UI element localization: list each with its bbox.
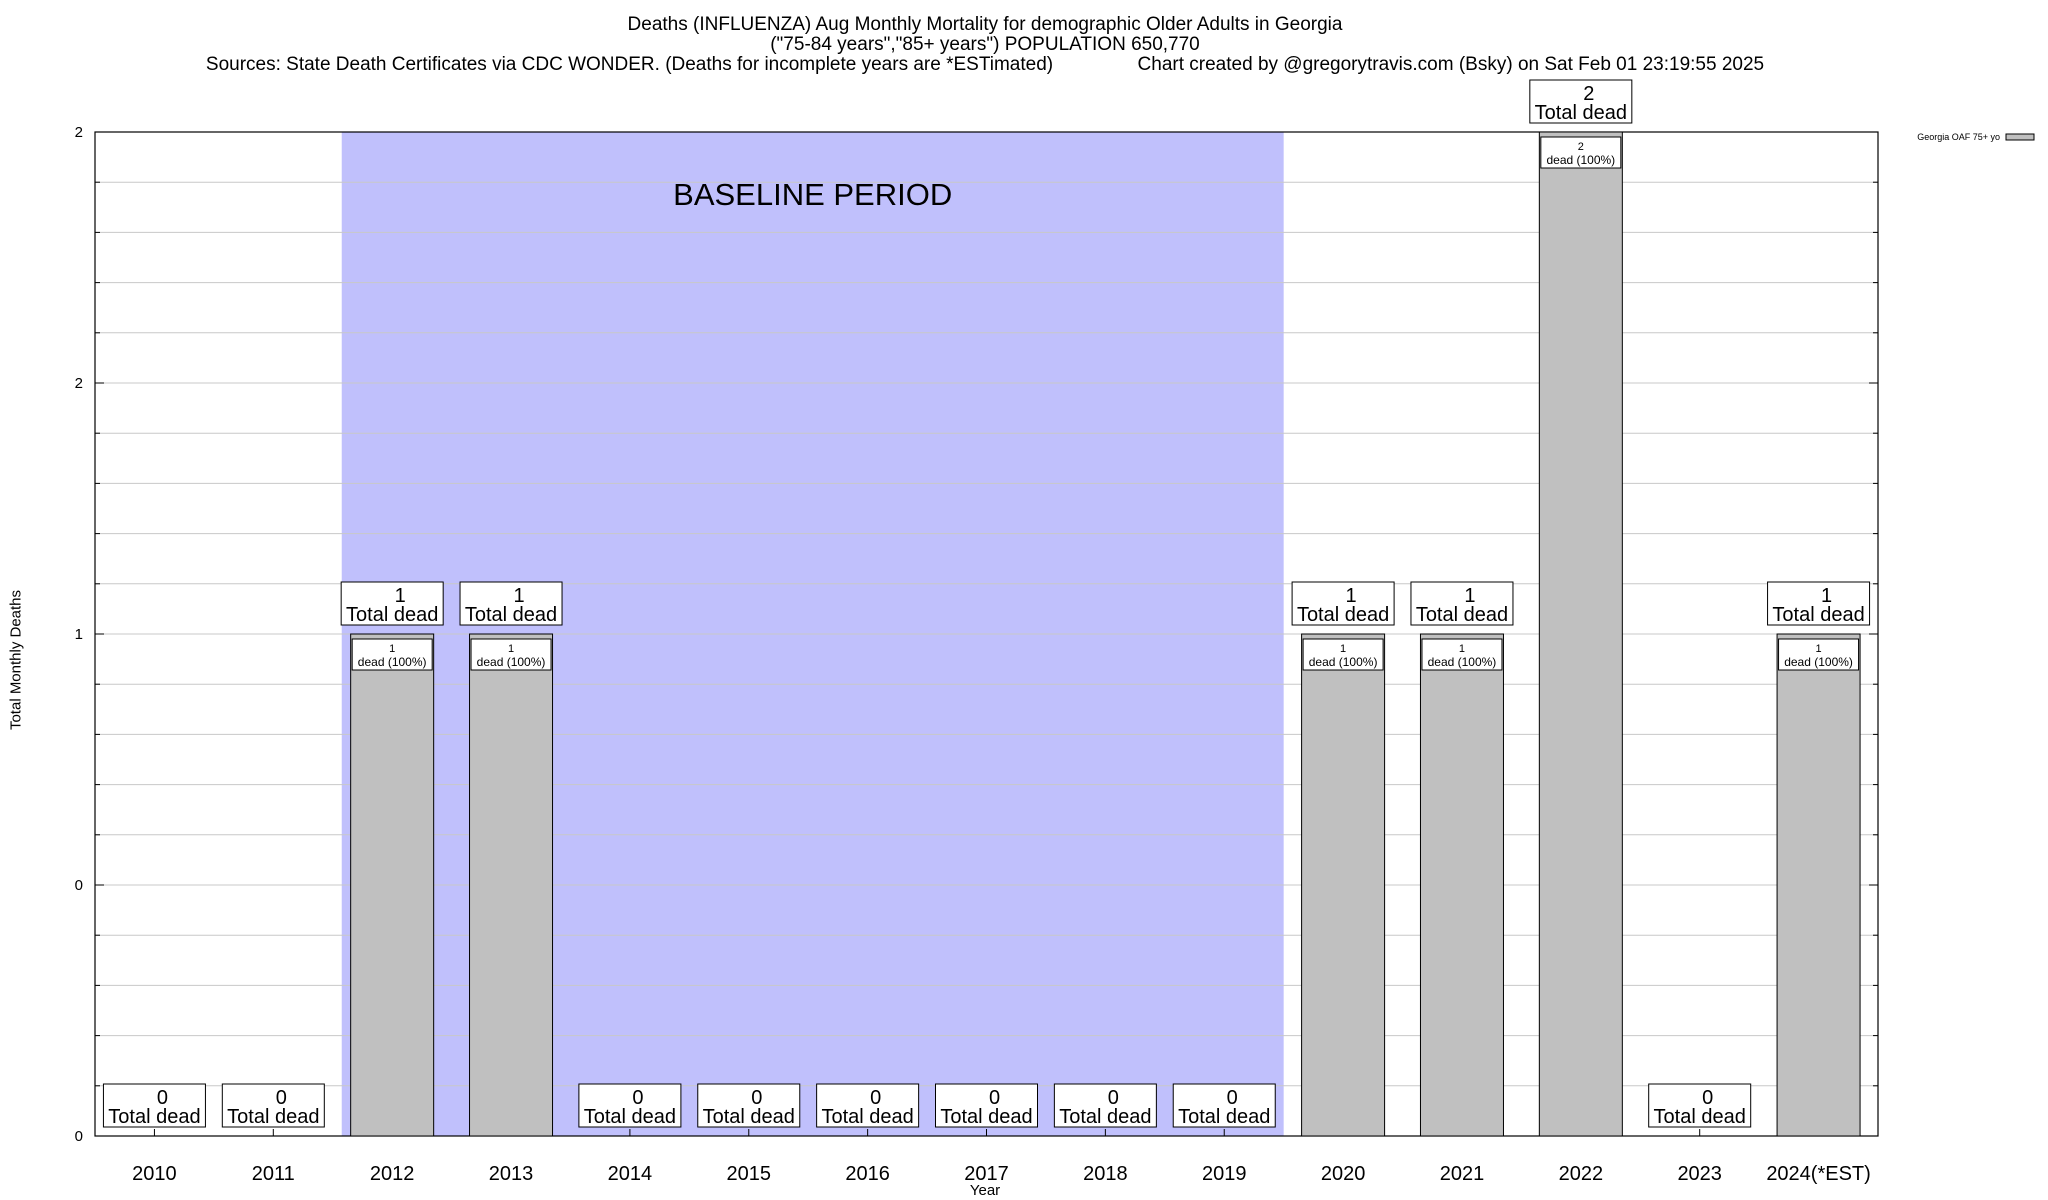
total-label: Total dead: [1416, 604, 1508, 626]
x-tick-label: 2019: [1202, 1163, 1247, 1185]
total-value: 0: [276, 1087, 287, 1109]
total-label: Total dead: [346, 604, 438, 626]
total-label-box: [1648, 1083, 1752, 1128]
bar-inner-value: 1: [508, 643, 514, 655]
y-tick-label: 2: [75, 375, 83, 392]
bar-inner-label-box: [1778, 638, 1860, 671]
x-tick-label: 2020: [1321, 1163, 1366, 1185]
total-label: Total dead: [1654, 1106, 1746, 1128]
bar-inner-label: dead (100%): [358, 655, 427, 669]
bar: [1301, 633, 1386, 1137]
total-label: Total dead: [821, 1106, 913, 1128]
x-tick-label: 2014: [608, 1163, 653, 1185]
total-label: Total dead: [703, 1106, 795, 1128]
chart-title: Deaths (INFLUENZA) Aug Monthly Mortality…: [627, 14, 1343, 35]
total-value: 0: [632, 1087, 643, 1109]
bar-inner-label-box: [470, 638, 552, 671]
bar-inner-label: dead (100%): [1428, 655, 1497, 669]
bar-inner-value: 1: [389, 643, 395, 655]
total-label: Total dead: [584, 1106, 676, 1128]
total-label: Total dead: [1059, 1106, 1151, 1128]
total-label: Total dead: [1178, 1106, 1270, 1128]
total-value: 1: [513, 585, 524, 607]
bar: [469, 633, 554, 1137]
total-value: 0: [989, 1087, 1000, 1109]
total-value: 2: [1583, 83, 1594, 105]
total-label: Total dead: [1297, 604, 1389, 626]
bar-inner-value: 1: [1816, 643, 1822, 655]
total-value: 0: [1108, 1087, 1119, 1109]
total-label-box: [1172, 1083, 1276, 1128]
bar-inner-value: 2: [1578, 141, 1584, 153]
total-label-box: [1053, 1083, 1157, 1128]
total-label-box: [697, 1083, 801, 1128]
total-value: 0: [1227, 1087, 1238, 1109]
bar-inner-label-box: [1540, 136, 1622, 169]
y-tick-label: 0: [75, 877, 83, 894]
bar-inner-value: 1: [1340, 643, 1346, 655]
x-tick-label: 2024(*EST): [1766, 1163, 1871, 1185]
total-label-box: [1529, 79, 1633, 124]
legend-label: Georgia OAF 75+ yo: [1917, 132, 2000, 142]
x-tick-label: 2018: [1083, 1163, 1128, 1185]
total-label-box: [221, 1083, 325, 1128]
x-tick-label: 2015: [727, 1163, 772, 1185]
total-label-box: [459, 581, 563, 626]
total-label-box: [102, 1083, 206, 1128]
bar-inner-label-box: [1302, 638, 1384, 671]
total-value: 0: [751, 1087, 762, 1109]
bar: [350, 633, 435, 1137]
x-tick-label: 2012: [370, 1163, 415, 1185]
bar-inner-label: dead (100%): [1546, 153, 1615, 167]
legend-swatch: [2005, 133, 2035, 141]
bar-inner-label: dead (100%): [477, 655, 546, 669]
x-tick-label: 2021: [1440, 1163, 1485, 1185]
total-label-box: [935, 1083, 1038, 1128]
baseline-label: BASELINE PERIOD: [673, 177, 952, 212]
bar: [1776, 633, 1861, 1137]
chart-subtitle: ("75-84 years","85+ years") POPULATION 6…: [770, 34, 1200, 55]
y-tick-label: 0: [75, 1128, 83, 1145]
bar-inner-value: 1: [1459, 643, 1465, 655]
x-tick-label: 2017: [964, 1163, 1009, 1185]
total-label-box: [340, 581, 444, 626]
total-value: 1: [395, 585, 406, 607]
total-label-box: [1410, 581, 1514, 626]
total-label-box: [1291, 581, 1395, 626]
x-tick-label: 2010: [132, 1163, 177, 1185]
total-label: Total dead: [108, 1106, 200, 1128]
total-label: Total dead: [465, 604, 557, 626]
bar-inner-label: dead (100%): [1784, 655, 1853, 669]
bar-inner-label-box: [351, 638, 433, 671]
bar: [1419, 633, 1504, 1137]
bar-inner-label: dead (100%): [1309, 655, 1378, 669]
x-tick-label: 2013: [489, 1163, 534, 1185]
total-label-box: [578, 1083, 682, 1128]
total-value: 0: [157, 1087, 168, 1109]
x-tick-label: 2011: [252, 1163, 295, 1185]
total-label: Total dead: [1772, 604, 1864, 626]
total-label: Total dead: [1535, 102, 1627, 124]
y-tick-label: 2: [75, 124, 83, 141]
total-value: 1: [1464, 585, 1475, 607]
total-label: Total dead: [227, 1106, 319, 1128]
bar: [1538, 131, 1623, 1137]
total-value: 0: [1702, 1087, 1713, 1109]
total-value: 1: [1346, 585, 1357, 607]
total-label-box: [816, 1083, 920, 1128]
x-tick-label: 2023: [1677, 1163, 1722, 1185]
chart-sources: Sources: State Death Certificates via CD…: [205, 54, 1765, 75]
bar-inner-label-box: [1421, 638, 1503, 671]
x-tick-label: 2016: [845, 1163, 890, 1185]
total-label-box: [1767, 581, 1871, 626]
x-axis-label: Year: [969, 1182, 1001, 1199]
total-value: 1: [1821, 585, 1832, 607]
total-label: Total dead: [940, 1106, 1032, 1128]
y-tick-label: 1: [75, 626, 83, 643]
total-value: 0: [870, 1087, 881, 1109]
x-tick-label: 2022: [1559, 1163, 1604, 1185]
